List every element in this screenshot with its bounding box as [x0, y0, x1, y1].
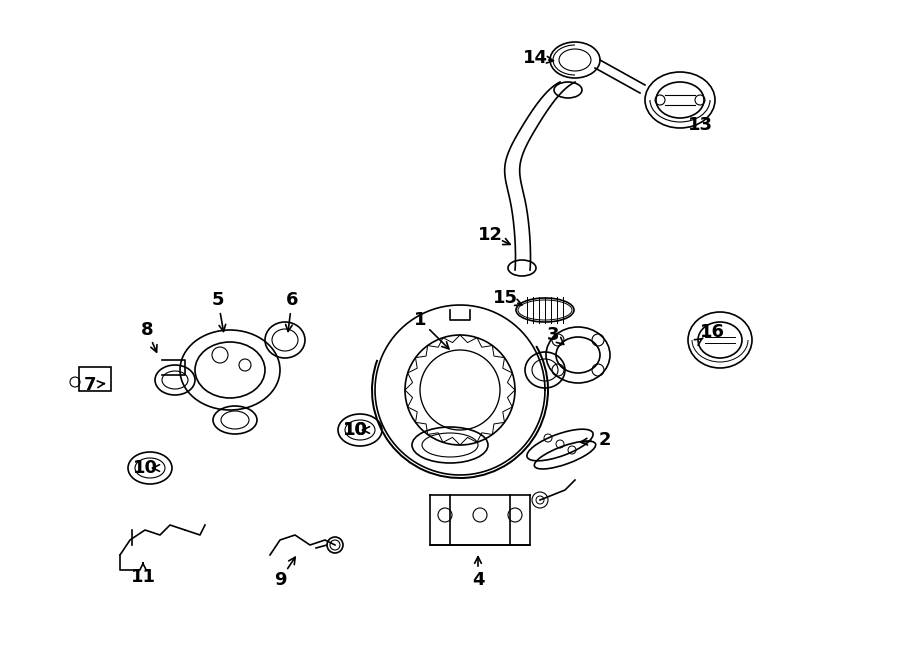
Text: 16: 16	[699, 323, 725, 341]
Text: 7: 7	[84, 376, 96, 394]
Text: 14: 14	[523, 49, 547, 67]
Text: 5: 5	[212, 291, 224, 309]
Text: 1: 1	[414, 311, 427, 329]
Text: 12: 12	[478, 226, 502, 244]
Text: 10: 10	[343, 421, 367, 439]
Text: 3: 3	[547, 326, 559, 344]
Text: 13: 13	[688, 116, 713, 134]
Text: 15: 15	[492, 289, 517, 307]
Text: 11: 11	[130, 568, 156, 586]
Text: 10: 10	[132, 459, 157, 477]
Text: 6: 6	[286, 291, 298, 309]
Text: 4: 4	[472, 571, 484, 589]
Text: 8: 8	[140, 321, 153, 339]
Text: 9: 9	[274, 571, 286, 589]
Text: 10: 10	[343, 421, 367, 439]
Text: 2: 2	[598, 431, 611, 449]
